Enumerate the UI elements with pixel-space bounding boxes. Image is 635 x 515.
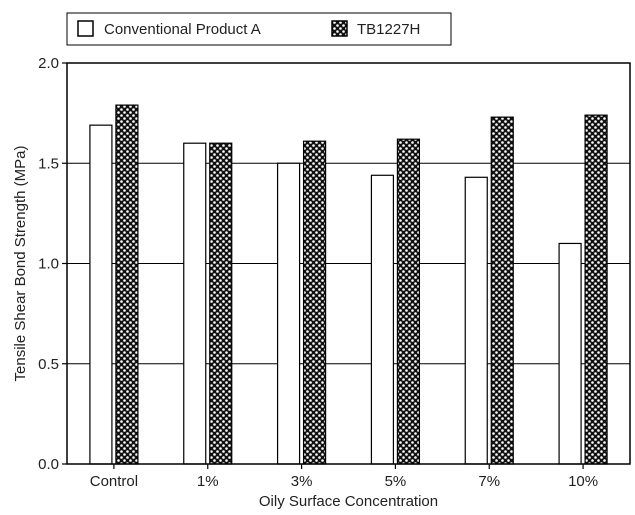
x-axis: Control 1% 3% 5% 7% 10%	[90, 464, 598, 490]
bar-tb1227h-3pct	[302, 140, 327, 465]
x-tick-label: 1%	[197, 473, 219, 490]
y-axis-title: Tensile Shear Bond Strength (MPa)	[12, 146, 29, 382]
legend-swatch-conventional-product-a	[77, 20, 94, 37]
y-tick-label: 0.5	[38, 356, 59, 373]
bar-tb1227h-5pct	[396, 138, 421, 465]
legend: Conventional Product A TB1227H	[66, 12, 452, 46]
bar-conventional-product-a-5pct	[370, 174, 395, 465]
y-axis: 0.0 0.5 1.0 1.5 2.0	[38, 55, 67, 473]
bar-conventional-product-a-control	[89, 124, 113, 465]
x-tick-label: 3%	[291, 473, 313, 490]
bar-tb1227h-control	[115, 104, 139, 465]
bar-tb1227h-1pct	[209, 142, 233, 465]
bar-conventional-product-a-3pct	[276, 162, 301, 465]
x-tick-label: 7%	[478, 473, 500, 490]
x-tick-label: 10%	[568, 473, 598, 490]
bar-conventional-product-a-7pct	[464, 176, 488, 465]
bars-group	[89, 104, 608, 465]
x-axis-title: Oily Surface Concentration	[259, 493, 438, 510]
x-tick-label: Control	[90, 473, 138, 490]
bar-tb1227h-7pct	[490, 116, 514, 465]
y-tick-label: 1.5	[38, 155, 59, 172]
legend-frame	[66, 12, 452, 46]
x-tick-label: 5%	[385, 473, 407, 490]
bar-conventional-product-a-1pct	[183, 142, 207, 465]
gridlines	[67, 162, 630, 365]
legend-label-tb1227h: TB1227H	[357, 21, 420, 38]
y-tick-label: 0.0	[38, 456, 59, 473]
bar-conventional-product-a-10pct	[558, 242, 582, 465]
y-tick-label: 2.0	[38, 55, 59, 72]
legend-label-conventional-product-a: Conventional Product A	[104, 21, 261, 38]
y-tick-label: 1.0	[38, 256, 59, 273]
bar-tb1227h-10pct	[584, 114, 608, 465]
legend-swatch-tb1227h	[331, 20, 348, 37]
